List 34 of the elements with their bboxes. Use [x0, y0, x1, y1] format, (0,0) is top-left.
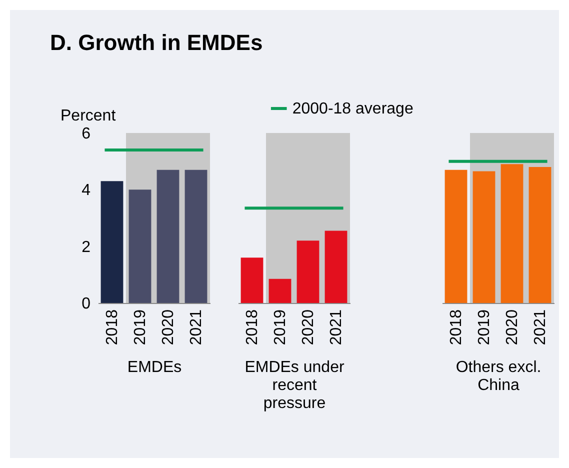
bar	[100, 181, 124, 303]
bar	[472, 171, 496, 303]
bar	[184, 170, 208, 303]
x-tick-label: 2018	[244, 309, 261, 346]
y-tick-label: 6	[82, 126, 91, 142]
bar	[296, 240, 320, 303]
y-tick-label: 0	[82, 296, 91, 312]
x-tick-label: 2019	[132, 309, 149, 346]
x-tick-label: 2020	[300, 309, 317, 346]
legend-label: 2000-18 average	[292, 100, 414, 118]
x-tick-label: 2021	[328, 309, 345, 346]
y-tick-label: 4	[82, 182, 91, 200]
chart-title: D. Growth in EMDEs	[50, 30, 263, 55]
x-tick-label: 2018	[448, 309, 465, 346]
x-axis-title: EMDEs under recent pressure	[244, 359, 345, 412]
y-tick-label: 2	[82, 238, 91, 256]
x-tick-label: 2019	[476, 309, 493, 346]
bar	[528, 167, 552, 303]
y-axis-title: Percent	[60, 108, 116, 124]
bar	[128, 190, 152, 303]
bar	[156, 170, 180, 303]
bar	[268, 278, 292, 303]
bar	[240, 258, 264, 303]
x-tick-label: 2021	[188, 309, 205, 346]
x-axis-title: EMDEs	[127, 359, 182, 376]
x-tick-label: 2020	[504, 309, 521, 346]
x-tick-label: 2019	[272, 309, 289, 346]
x-tick-label: 2018	[104, 309, 121, 346]
bar	[500, 164, 524, 303]
x-tick-label: 2020	[160, 309, 177, 346]
x-axis-title: Others excl. China	[456, 359, 542, 394]
bar	[324, 230, 348, 303]
x-tick-label: 2021	[532, 309, 549, 346]
bar	[444, 170, 468, 303]
